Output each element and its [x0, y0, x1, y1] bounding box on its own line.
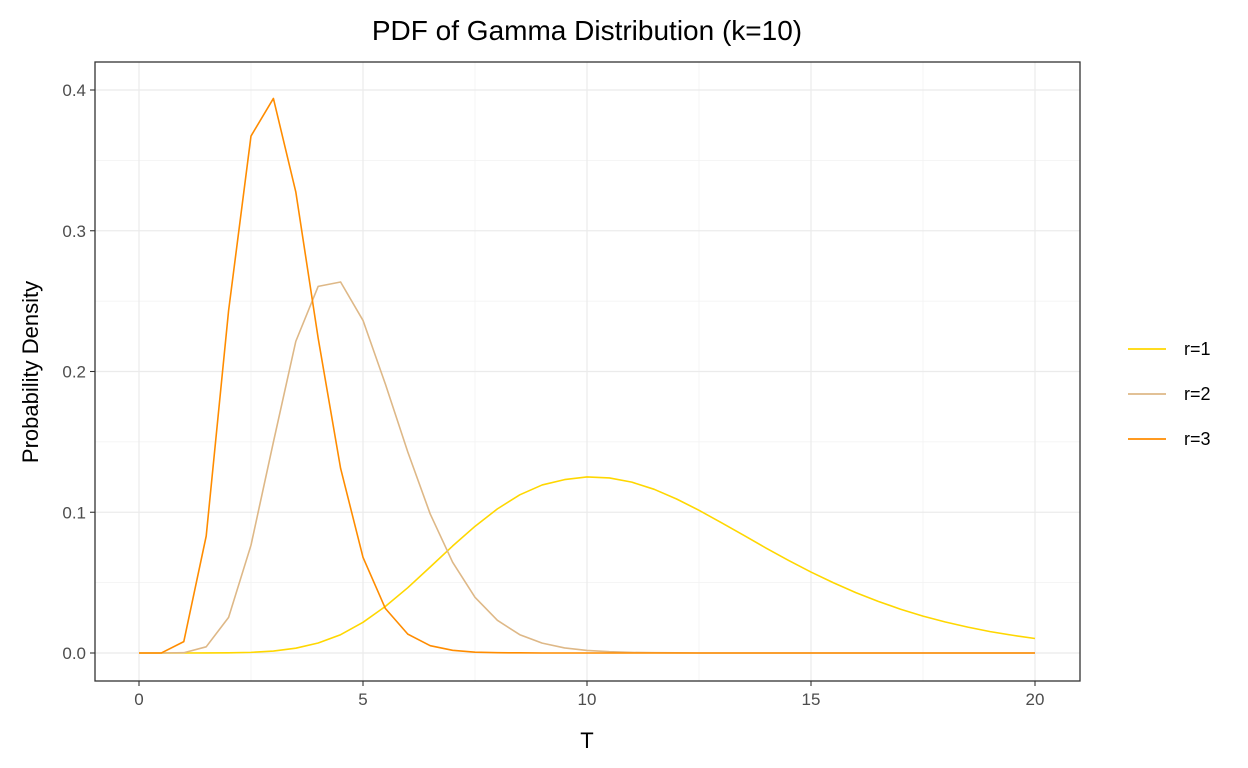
x-tick-label: 20 [1026, 690, 1045, 709]
y-axis-title: Probability Density [18, 281, 43, 463]
x-tick-label: 10 [578, 690, 597, 709]
y-tick-label: 0.3 [62, 222, 86, 241]
legend: r=1 r=2 r=3 [1128, 339, 1211, 449]
x-tick-label: 0 [134, 690, 143, 709]
x-tick-label: 5 [358, 690, 367, 709]
y-tick-label: 0.4 [62, 81, 86, 100]
x-axis-ticks: 0 5 10 15 20 [134, 681, 1044, 709]
y-tick-label: 0.0 [62, 644, 86, 663]
legend-label-2: r=2 [1184, 384, 1211, 404]
legend-label-3: r=3 [1184, 429, 1211, 449]
y-tick-label: 0.2 [62, 363, 86, 382]
chart-title: PDF of Gamma Distribution (k=10) [372, 15, 802, 46]
series-line-3 [138, 97, 1035, 654]
x-axis-title: T [580, 728, 593, 753]
x-tick-label: 15 [802, 690, 821, 709]
series-line-1 [139, 476, 1036, 654]
legend-label-1: r=1 [1184, 339, 1211, 359]
series-lines [138, 97, 1036, 654]
y-axis-ticks: 0.0 0.1 0.2 0.3 0.4 [62, 81, 95, 663]
y-tick-label: 0.1 [62, 503, 86, 522]
